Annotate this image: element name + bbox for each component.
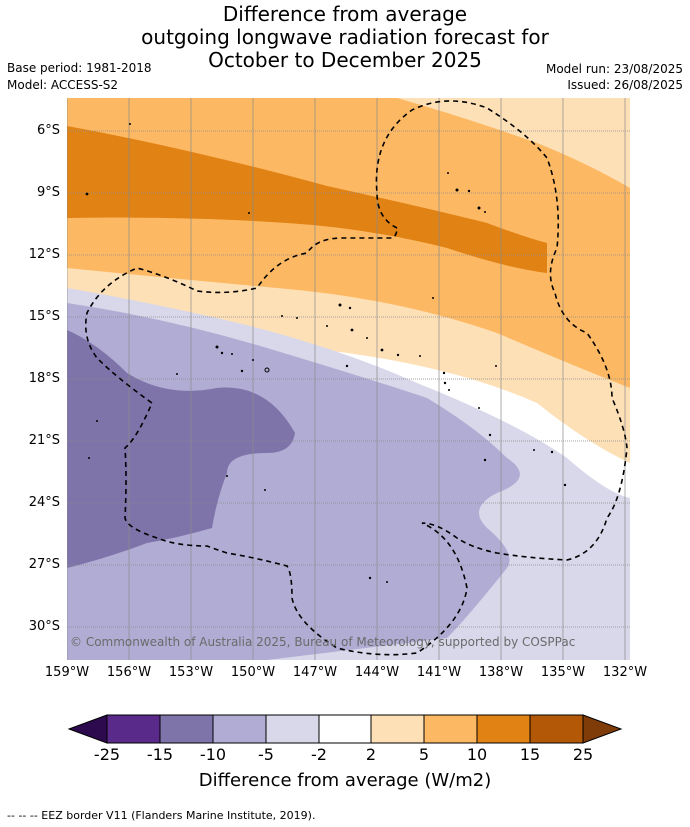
lat-label-6s: 6°S: [36, 123, 60, 138]
colorbar-swatch-1: [107, 715, 160, 743]
lon-label-135w: 135°W: [540, 665, 586, 680]
lon-label-159w: 159°W: [44, 665, 90, 680]
lon-label-147w: 147°W: [292, 665, 338, 680]
lon-label-138w: 138°W: [478, 665, 524, 680]
model-run: Model run: 23/08/2025: [545, 62, 683, 76]
lat-label-15s: 15°S: [28, 309, 60, 324]
eez-border: [84, 100, 628, 656]
colorbar-swatch-5: [319, 715, 371, 743]
lat-label-24s: 24°S: [28, 495, 60, 510]
colorbar-swatch-7: [424, 715, 477, 743]
colorbar-swatch-9: [530, 715, 583, 743]
colorbar-swatch-2: [160, 715, 213, 743]
copyright-notice: © Commonwealth of Australia 2025, Bureau…: [70, 635, 575, 649]
lon-label-132w: 132°W: [602, 665, 648, 680]
colorbar-tick: 5: [418, 745, 430, 764]
colorbar-tick-row: -25 -15 -10 -5 -2 2 5 10 15 25: [0, 745, 690, 765]
lon-label-153w: 153°W: [168, 665, 214, 680]
colorbar-tick: 2: [365, 745, 377, 764]
colorbar-tick: -5: [258, 745, 274, 764]
lat-label-30s: 30°S: [28, 619, 60, 634]
colorbar-tick: -2: [311, 745, 327, 764]
colorbar-tick: -15: [146, 745, 174, 764]
anomaly-band-minus10-to-minus15: [67, 330, 295, 568]
colorbar-label: Difference from average (W/m2): [198, 770, 492, 791]
base-period: Base period: 1981-2018: [7, 61, 152, 75]
title-line-3: October to December 2025: [208, 48, 482, 72]
lon-label-150w: 150°W: [230, 665, 276, 680]
colorbar-swatch-6: [371, 715, 424, 743]
issued-date: Issued: 26/08/2025: [567, 78, 683, 92]
colorbar-swatch-4: [266, 715, 319, 743]
lat-label-27s: 27°S: [28, 557, 60, 572]
anomaly-fill: [67, 98, 630, 660]
colorbar-tick: -10: [199, 745, 227, 764]
colorbar-tick: 15: [519, 745, 541, 764]
title-line-2: outgoing longwave radiation forecast for: [141, 25, 549, 49]
lat-label-21s: 21°S: [28, 433, 60, 448]
colorbar-swatch-8: [477, 715, 530, 743]
model-name: Model: ACCESS-S2: [7, 78, 119, 92]
lat-label-9s: 9°S: [36, 185, 60, 200]
gridlines: [67, 98, 630, 660]
lat-label-18s: 18°S: [28, 371, 60, 386]
islands: [85, 123, 567, 583]
lon-label-156w: 156°W: [106, 665, 152, 680]
lon-label-141w: 141°W: [416, 665, 462, 680]
lat-label-12s: 12°S: [28, 247, 60, 262]
colorbar-over-arrow: [582, 714, 623, 744]
colorbar-under-arrow: [67, 714, 108, 744]
colorbar-tick: 10: [466, 745, 488, 764]
colorbar-tick: 25: [572, 745, 594, 764]
forecast-map: © Commonwealth of Australia 2025, Bureau…: [67, 98, 630, 660]
lon-label-144w: 144°W: [354, 665, 400, 680]
colorbar-tick: -25: [93, 745, 121, 764]
colorbar-swatch-3: [213, 715, 266, 743]
title-line-1: Difference from average: [222, 2, 468, 26]
anomaly-band-10-to-15: [67, 126, 547, 273]
colorbar: [67, 714, 623, 744]
eez-legend: -- -- -- EEZ border V11 (Flanders Marine…: [7, 809, 316, 822]
